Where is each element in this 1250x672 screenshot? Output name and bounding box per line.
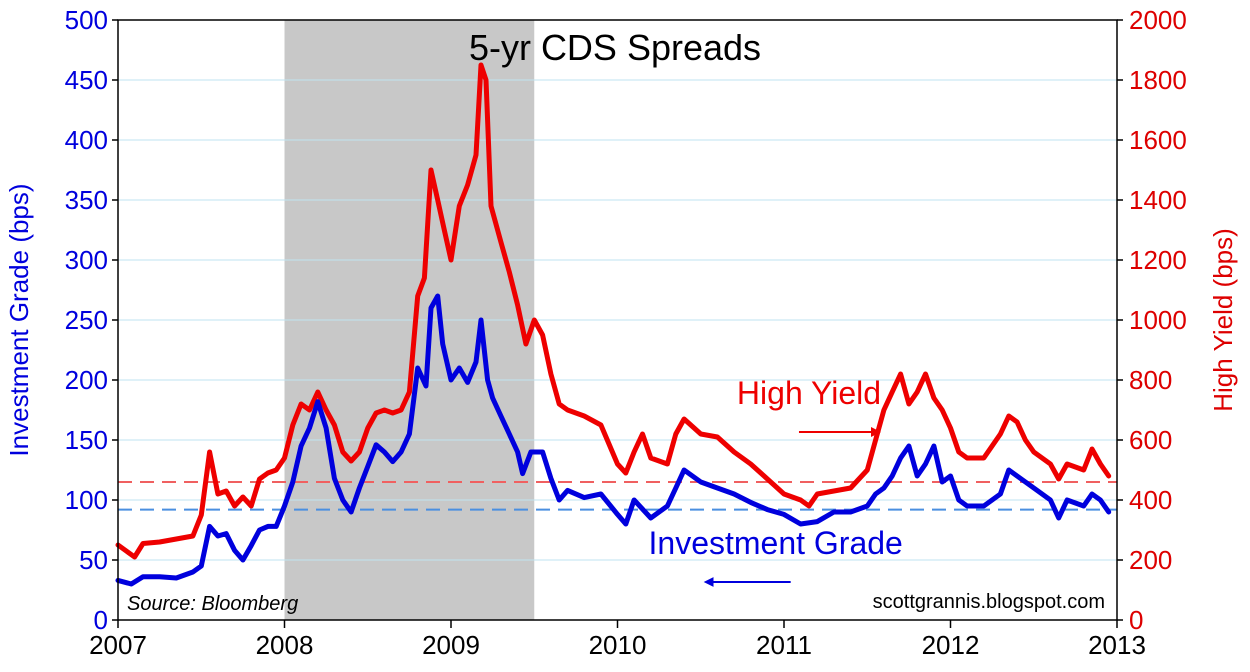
left-tick-label: 100 <box>65 485 108 515</box>
left-tick-label: 500 <box>65 5 108 35</box>
right-tick-label: 1000 <box>1129 305 1187 335</box>
x-tick-label: 2010 <box>589 630 647 660</box>
x-tick-label: 2011 <box>756 630 812 660</box>
right-tick-label: 0 <box>1129 605 1143 635</box>
series-line-investment-grade <box>115 293 1112 587</box>
right-tick-label: 1600 <box>1129 125 1187 155</box>
chart-title: 5-yr CDS Spreads <box>469 27 761 68</box>
x-tick-label: 2013 <box>1088 630 1146 660</box>
credit-note: scottgrannis.blogspot.com <box>873 591 1105 613</box>
annotation-label: Investment Grade <box>649 525 903 561</box>
right-tick-label: 400 <box>1129 485 1172 515</box>
left-tick-label: 0 <box>94 605 108 635</box>
left-tick-label: 250 <box>65 305 108 335</box>
left-tick-label: 300 <box>65 245 108 275</box>
right-tick-label: 2000 <box>1129 5 1187 35</box>
gridlines <box>118 79 1117 561</box>
left-tick-label: 50 <box>79 545 108 575</box>
x-axis-ticks: 2007 2008 2009 2010 2011 2012 2013 <box>89 620 1146 660</box>
series-annotations: High Yield Investment Grade <box>649 375 903 587</box>
right-tick-label: 1200 <box>1129 245 1187 275</box>
left-axis-ticks: 0 50 100 150 200 250 300 350 400 450 500 <box>65 5 118 635</box>
series-line-high-yield <box>115 62 1112 560</box>
left-tick-label: 450 <box>65 65 108 95</box>
right-tick-label: 1800 <box>1129 65 1187 95</box>
source-note: Source: Bloomberg <box>127 593 298 615</box>
x-tick-label: 2008 <box>256 630 314 660</box>
right-tick-label: 600 <box>1129 425 1172 455</box>
right-tick-label: 1400 <box>1129 185 1187 215</box>
left-axis-label: Investment Grade (bps) <box>4 183 34 456</box>
right-tick-label: 200 <box>1129 545 1172 575</box>
annotation-label: High Yield <box>737 375 881 411</box>
left-tick-label: 350 <box>65 185 108 215</box>
left-tick-label: 150 <box>65 425 108 455</box>
right-axis-ticks: 0 200 400 600 800 1000 1200 1400 1600 1800 2000 <box>1117 5 1187 635</box>
left-tick-label: 400 <box>65 125 108 155</box>
right-axis-label: High Yield (bps) <box>1208 228 1238 412</box>
x-tick-label: 2012 <box>922 630 980 660</box>
left-tick-label: 200 <box>65 365 108 395</box>
x-tick-label: 2009 <box>422 630 480 660</box>
series-lines <box>115 62 1112 587</box>
x-tick-label: 2007 <box>89 630 147 660</box>
right-tick-label: 800 <box>1129 365 1172 395</box>
